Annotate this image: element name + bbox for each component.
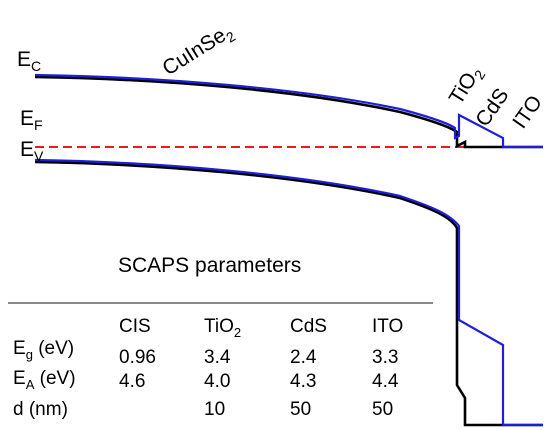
col-header-cis: CIS (119, 316, 151, 337)
row-label-ea: EA (eV) (13, 368, 76, 392)
cell-ea-tio2: 4.0 (204, 371, 230, 392)
cis-layer-label: CuInSe2 (158, 19, 238, 82)
cell-eg-cds: 2.4 (290, 347, 317, 368)
ec-label: EC (17, 48, 41, 74)
parameter-table: SCAPS parameters CIS TiO2 CdS ITO Eg (eV… (8, 254, 433, 420)
ev-label: EV (20, 138, 44, 164)
cell-d-tio2: 10 (204, 399, 225, 420)
ito-layer-label: ITO (508, 91, 547, 133)
cell-d-cds: 50 (290, 399, 311, 420)
cell-eg-cis: 0.96 (119, 347, 156, 368)
table-title: SCAPS parameters (118, 254, 301, 277)
row-label-d: d (nm) (13, 399, 68, 420)
col-header-tio2: TiO2 (204, 316, 241, 340)
black-band-curve (34, 75, 543, 427)
col-header-cds: CdS (290, 316, 327, 337)
blue-band-curve (34, 73, 543, 427)
blue-valence-band (34, 158, 543, 427)
cell-eg-tio2: 3.4 (204, 347, 231, 368)
black-conduction-band (34, 75, 543, 149)
col-header-ito: ITO (372, 316, 403, 337)
cell-ea-cis: 4.6 (119, 371, 145, 392)
cell-eg-ito: 3.3 (372, 347, 398, 368)
row-label-eg: Eg (eV) (13, 338, 74, 362)
black-valence-band (34, 160, 543, 427)
cell-d-ito: 50 (372, 399, 393, 420)
ef-label: EF (20, 107, 43, 133)
cell-ea-cds: 4.3 (290, 371, 316, 392)
blue-conduction-band (34, 73, 543, 149)
cell-ea-ito: 4.4 (372, 371, 399, 392)
